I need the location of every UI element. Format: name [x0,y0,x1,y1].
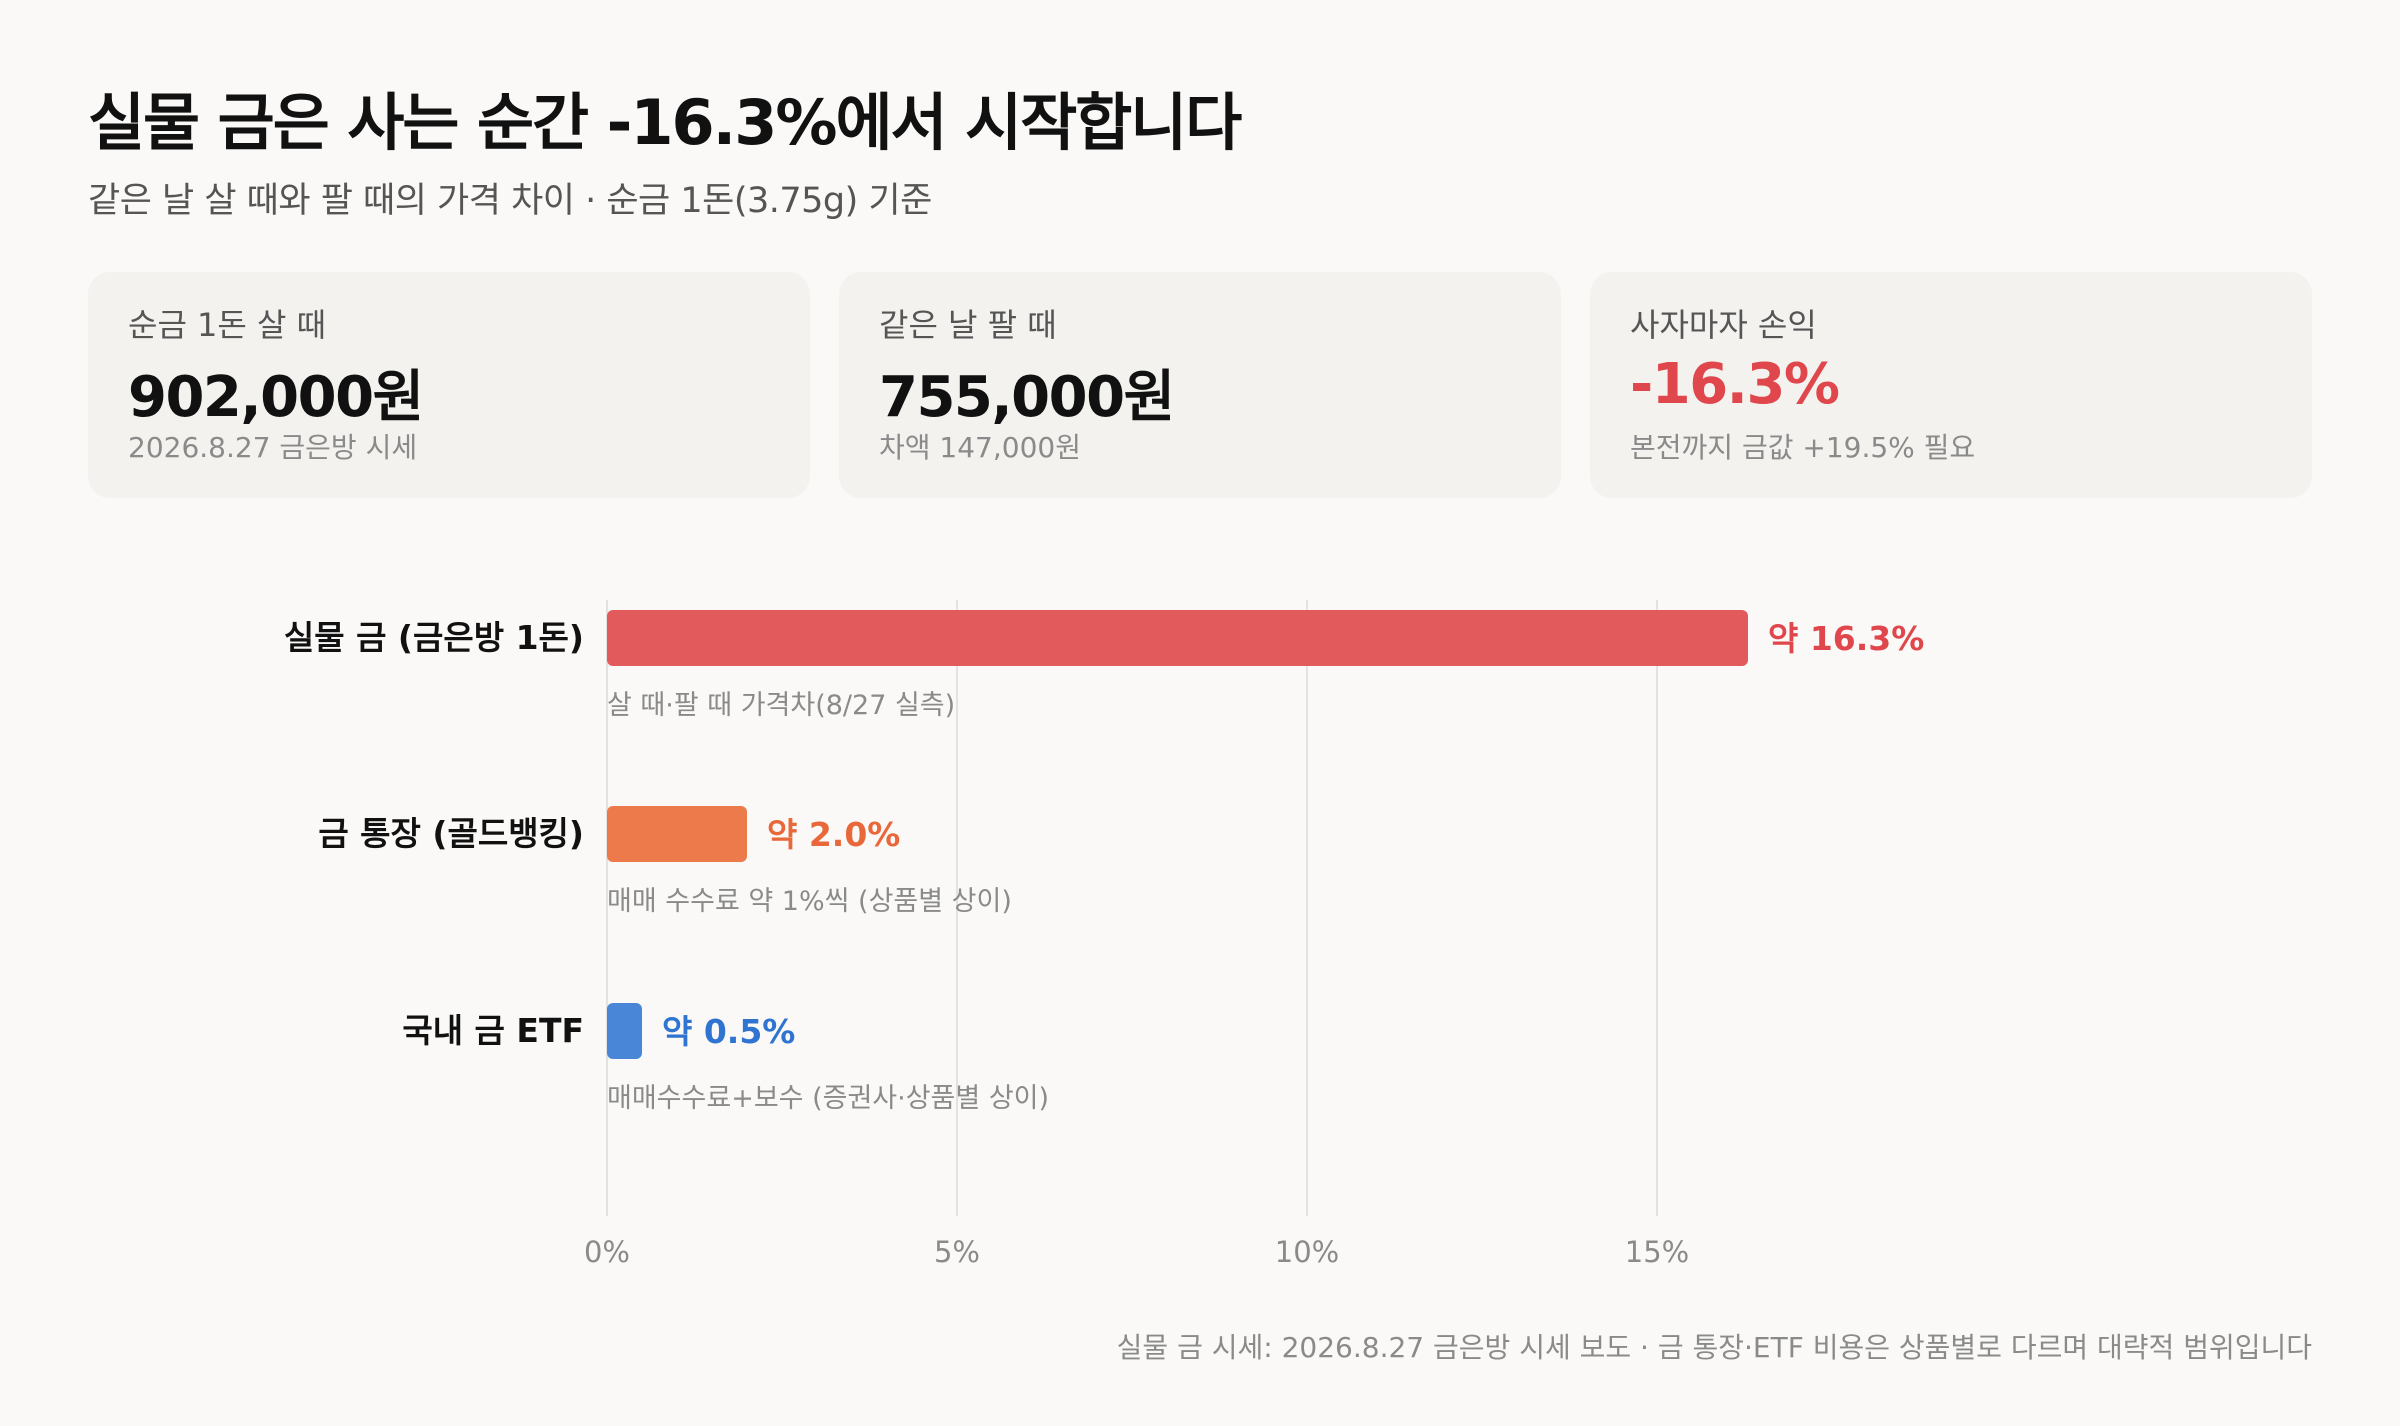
x-tick-label: 5% [934,1235,980,1269]
card-buy-value: 902,000원 [128,365,424,430]
card-buy-note: 2026.8.27 금은방 시세 [128,431,418,464]
bar [607,610,1748,666]
bar-sublabel: 매매수수료+보수 (증권사·상품별 상이) [607,1083,1049,1114]
x-tick-label: 0% [584,1235,630,1269]
card-loss-value: -16.3% [1630,352,1840,417]
source-footnote: 실물 금 시세: 2026.8.27 금은방 시세 보도 · 금 통장·ETF … [1116,1331,2312,1364]
card-loss-label: 사자마자 손익 [1630,306,1817,344]
page-title: 실물 금은 사는 순간 -16.3%에서 시작합니다 [88,86,1242,159]
bar [607,1003,642,1059]
page-subtitle: 같은 날 살 때와 팔 때의 가격 차이 · 순금 1돈(3.75g) 기준 [88,181,932,221]
category-label: 국내 금 ETF [402,1011,584,1050]
x-tick-label: 10% [1275,1235,1339,1269]
card-sell-value: 755,000원 [879,365,1175,430]
card-instant-loss: 사자마자 손익 -16.3% 본전까지 금값 +19.5% 필요 [1590,272,2312,498]
category-label: 실물 금 (금은방 1돈) [284,618,584,657]
card-buy-price: 순금 1돈 살 때 902,000원 2026.8.27 금은방 시세 [88,272,810,498]
x-tick-label: 15% [1625,1235,1689,1269]
card-sell-label: 같은 날 팔 때 [879,306,1057,344]
bar-sublabel: 살 때·팔 때 가격차(8/27 실측) [607,690,955,721]
card-buy-label: 순금 1돈 살 때 [128,306,327,344]
data-label: 약 0.5% [662,1012,795,1051]
summary-cards: 순금 1돈 살 때 902,000원 2026.8.27 금은방 시세 같은 날… [88,272,2312,498]
card-sell-price: 같은 날 팔 때 755,000원 차액 147,000원 [839,272,1561,498]
card-loss-note: 본전까지 금값 +19.5% 필요 [1630,431,1976,464]
bar [607,806,747,862]
data-label: 약 16.3% [1768,619,1924,658]
cost-bar-chart: 0% 5% 10% 15% 실물 금 (금은방 1돈) 약 16.3% 살 때·팔 때 가격… [284,600,1924,1269]
card-sell-note: 차액 147,000원 [879,431,1081,464]
category-label: 금 통장 (골드뱅킹) [318,814,584,853]
bar-sublabel: 매매 수수료 약 1%씩 (상품별 상이) [607,886,1012,917]
data-label: 약 2.0% [767,815,900,854]
